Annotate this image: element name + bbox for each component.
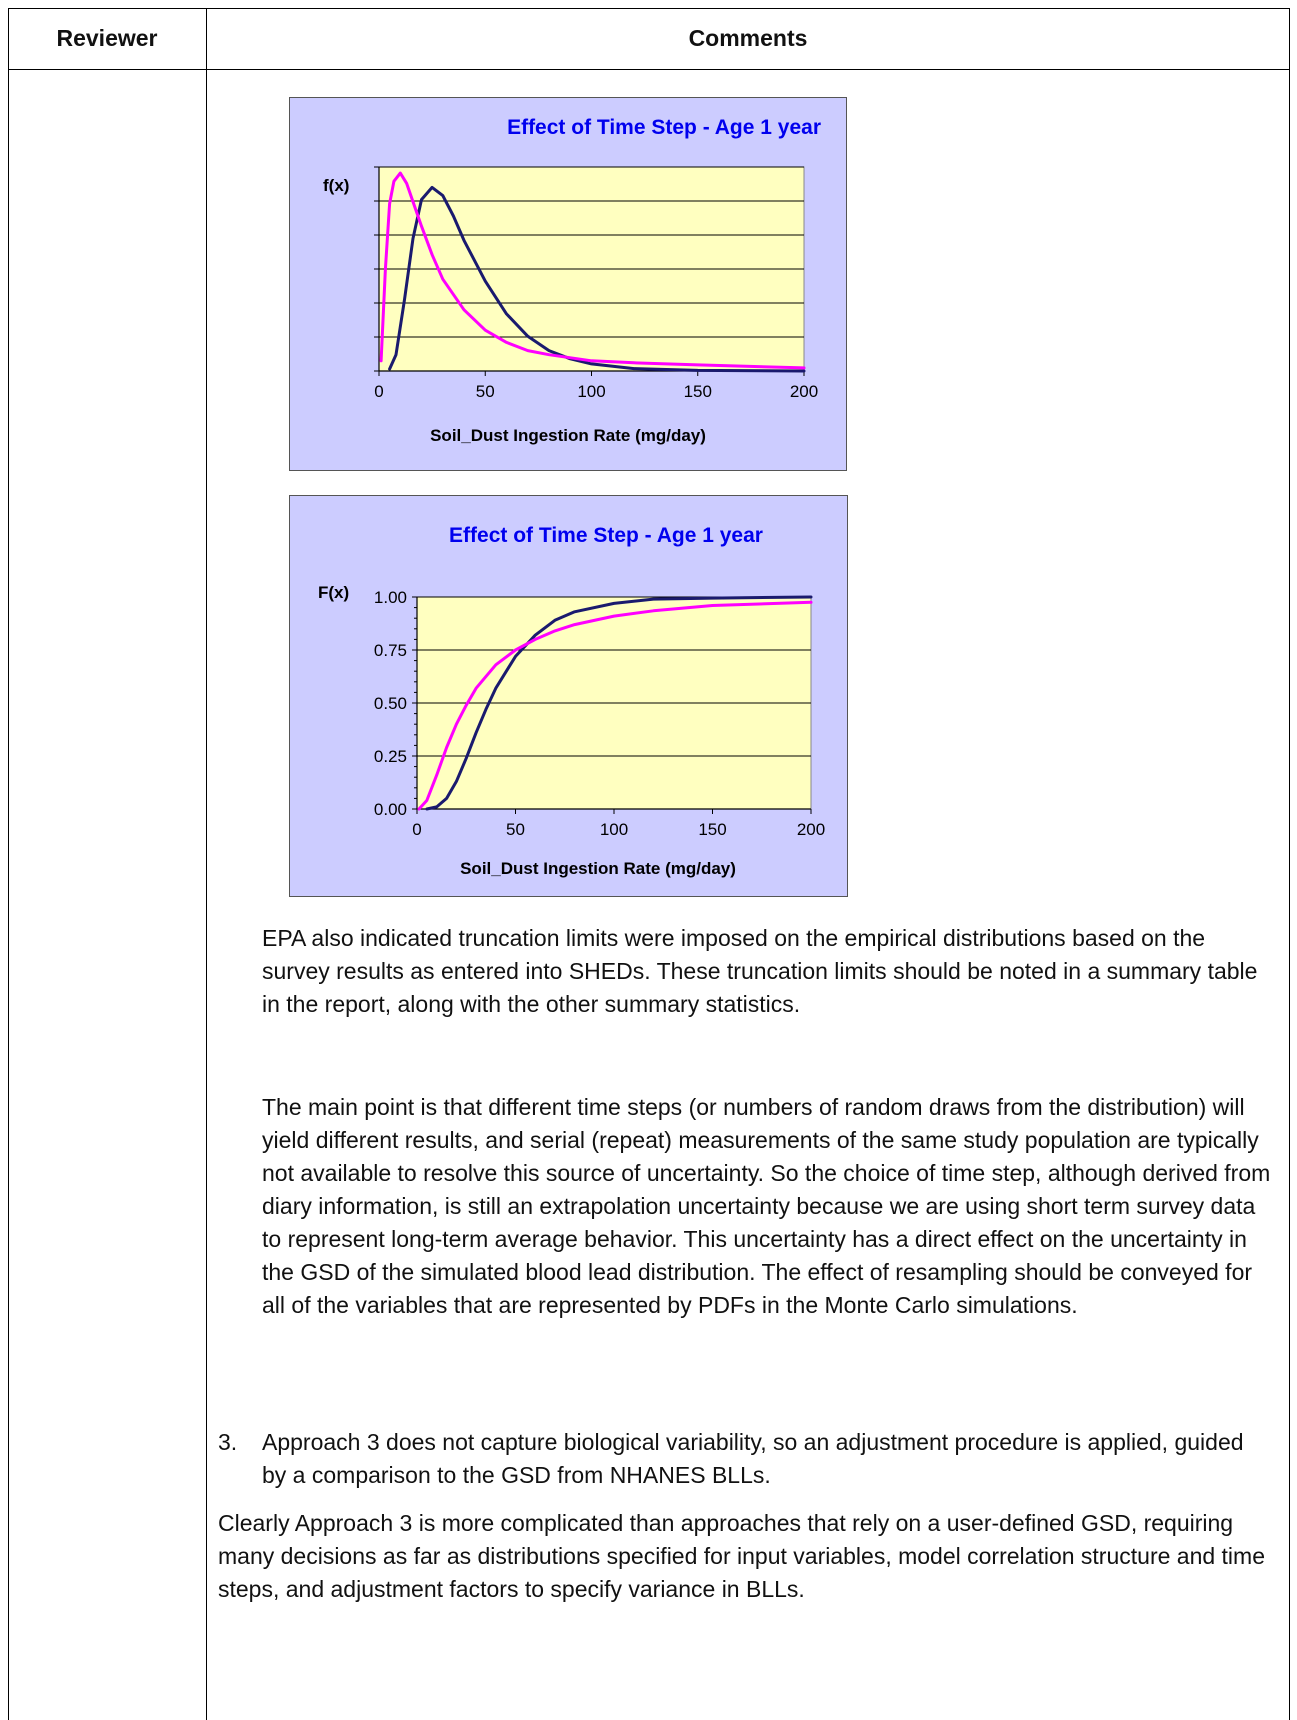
cdf-y-tick-label: 0.00 <box>374 800 407 819</box>
table-top-border <box>8 8 1290 9</box>
paragraph-truncation-limits: EPA also indicated truncation limits wer… <box>262 925 1258 1017</box>
table-header-divider <box>8 69 1290 70</box>
pdf-x-tick-label: 100 <box>577 382 605 401</box>
pdf-plot-group: 0 50 100 150 200 <box>374 166 818 401</box>
paragraph-time-steps: The main point is that different time st… <box>262 1094 1271 1318</box>
cdf-x-tick-label: 100 <box>600 820 628 839</box>
cdf-chart-figure: 0 50 100 150 200 0.00 0.25 0.50 0.75 1.00 Effect … <box>289 495 848 897</box>
cdf-x-tick-label: 150 <box>698 820 726 839</box>
cdf-y-tick-label: 1.00 <box>374 588 407 607</box>
pdf-chart-figure: 0 50 100 150 200 Effect of Time Step - Age 1… <box>289 97 847 471</box>
cdf-plot-group: 0 50 100 150 200 0.00 0.25 0.50 0.75 1.00 <box>374 588 825 839</box>
pdf-chart-title: Effect of Time Step - Age 1 year <box>507 116 821 139</box>
cdf-x-axis-label: Soil_Dust Ingestion Rate (mg/day) <box>460 859 736 878</box>
pdf-series-line-1 <box>388 185 806 373</box>
header-comments: Comments <box>688 25 808 51</box>
pdf-series-line-2 <box>379 171 806 370</box>
pdf-chart: 0 50 100 150 200 Effect of Time Step - Age 1… <box>323 116 821 445</box>
pdf-x-tick-label: 0 <box>374 382 383 401</box>
pdf-x-tick-label: 50 <box>476 382 495 401</box>
pdf-x-axis-label: Soil_Dust Ingestion Rate (mg/day) <box>430 426 706 445</box>
pdf-y-axis-label: f(x) <box>323 176 349 195</box>
cdf-chart: 0 50 100 150 200 0.00 0.25 0.50 0.75 1.00 Effect … <box>318 524 825 878</box>
cdf-x-tick-label: 200 <box>797 820 825 839</box>
cdf-x-tick-label: 0 <box>412 820 421 839</box>
cdf-y-axis-label: F(x) <box>318 583 349 602</box>
table-left-border <box>8 8 9 1720</box>
table-right-border <box>1289 8 1290 1720</box>
list-item-approach-3: Approach 3 does not capture biological v… <box>262 1429 1244 1488</box>
pdf-x-tick-label: 200 <box>790 382 818 401</box>
list-item-number: 3. <box>218 1429 238 1455</box>
cdf-series-line-2 <box>417 600 813 811</box>
paragraph-approach-3-complexity: Clearly Approach 3 is more complicated t… <box>218 1510 1265 1602</box>
cdf-y-tick-label: 0.75 <box>374 641 407 660</box>
table-column-divider <box>206 8 207 1720</box>
header-reviewer: Reviewer <box>56 25 158 51</box>
cdf-y-tick-label: 0.50 <box>374 694 407 713</box>
cdf-chart-title: Effect of Time Step - Age 1 year <box>449 524 763 547</box>
cdf-x-tick-label: 50 <box>506 820 525 839</box>
cdf-series-line-1 <box>425 595 813 811</box>
pdf-x-tick-label: 150 <box>684 382 712 401</box>
cdf-y-tick-label: 0.25 <box>374 747 407 766</box>
